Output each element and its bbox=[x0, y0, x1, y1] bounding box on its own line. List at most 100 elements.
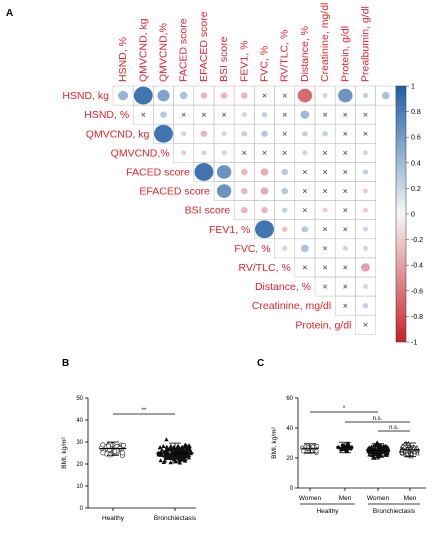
correlation-mark bbox=[261, 112, 268, 118]
correlation-mark bbox=[201, 150, 207, 156]
correlation-mark bbox=[255, 220, 274, 239]
data-point bbox=[159, 447, 165, 452]
data-point bbox=[186, 455, 192, 460]
correlation-mark bbox=[362, 169, 369, 175]
correlation-mark bbox=[322, 93, 328, 99]
nonsignificant-mark bbox=[343, 227, 348, 232]
bmi-by-sex-plot: 0 20 40 60 BMI, kg/m² Women Men Women Men * n.s. n.… bbox=[271, 396, 426, 515]
correlation-mark bbox=[261, 130, 268, 137]
data-point bbox=[182, 458, 188, 463]
colorbar-tick-label: -0.4 bbox=[411, 263, 423, 270]
data-point bbox=[379, 446, 384, 450]
data-point bbox=[100, 450, 106, 456]
y-tick-label: 40 bbox=[76, 418, 83, 424]
correlation-mark bbox=[181, 131, 187, 137]
data-point bbox=[373, 456, 377, 460]
column-label: FACED score bbox=[178, 18, 190, 82]
data-point bbox=[105, 443, 111, 449]
correlation-mark bbox=[241, 131, 248, 137]
nonsignificant-mark bbox=[323, 227, 328, 232]
data-point bbox=[176, 449, 181, 454]
correlation-mark bbox=[362, 303, 369, 309]
correlation-mark bbox=[179, 91, 188, 100]
data-point bbox=[164, 444, 169, 449]
column-label: HSND, % bbox=[117, 37, 129, 82]
correlation-mark bbox=[281, 187, 289, 195]
data-point bbox=[384, 453, 389, 457]
nonsignificant-mark bbox=[323, 189, 328, 194]
data-point bbox=[382, 453, 387, 457]
nonsignificant-mark bbox=[343, 131, 348, 136]
colorbar-tick-label: 1 bbox=[411, 84, 415, 91]
nonsignificant-mark bbox=[363, 322, 368, 327]
correlation-mark bbox=[240, 168, 248, 176]
correlation-mark bbox=[342, 245, 348, 251]
row-label: HSND, % bbox=[84, 109, 129, 121]
data-point bbox=[186, 443, 192, 448]
nonsignificant-mark bbox=[323, 150, 328, 155]
row-label: QMVCND, kg bbox=[86, 128, 150, 140]
correlation-mark bbox=[338, 88, 353, 103]
significance-label: n.s. bbox=[373, 416, 383, 422]
group-label: Healthy bbox=[316, 508, 339, 515]
correlation-mark bbox=[157, 89, 170, 102]
nonsignificant-mark bbox=[343, 169, 348, 174]
nonsignificant-mark bbox=[302, 265, 307, 270]
colorbar-gradient bbox=[395, 85, 407, 343]
nonsignificant-mark bbox=[262, 93, 267, 98]
correlation-mark bbox=[160, 111, 167, 118]
column-label: Protein, g/dl bbox=[339, 26, 351, 82]
correlation-mark bbox=[194, 163, 214, 181]
colorbar-tick-label: 0.8 bbox=[411, 109, 421, 116]
nonsignificant-mark bbox=[242, 150, 247, 155]
correlation-mark bbox=[154, 124, 173, 143]
data-point bbox=[399, 450, 405, 455]
correlation-mark bbox=[322, 207, 328, 213]
nonsignificant-mark bbox=[201, 112, 206, 117]
y-tick-label: 40 bbox=[286, 426, 293, 432]
correlation-mark bbox=[297, 88, 313, 103]
data-point bbox=[375, 440, 380, 444]
nonsignificant-mark bbox=[363, 131, 368, 136]
data-point bbox=[384, 444, 389, 449]
data-point bbox=[377, 450, 382, 455]
nonsignificant-mark bbox=[302, 169, 307, 174]
nonsignificant-mark bbox=[323, 169, 328, 174]
data-point bbox=[121, 442, 127, 448]
column-label: FEV1, % bbox=[238, 41, 250, 82]
correlation-mark bbox=[302, 131, 308, 137]
y-tick-label: 20 bbox=[286, 456, 293, 462]
nonsignificant-mark bbox=[343, 265, 348, 270]
correlation-mark bbox=[281, 168, 289, 176]
correlation-mark bbox=[300, 110, 310, 119]
significance-label: * bbox=[343, 406, 346, 412]
nonsignificant-mark bbox=[181, 112, 186, 117]
row-label: BSI score bbox=[185, 205, 231, 217]
correlation-mark bbox=[281, 207, 288, 213]
data-point bbox=[371, 443, 376, 447]
data-point bbox=[371, 452, 375, 456]
correlation-mark bbox=[363, 188, 368, 194]
row-label: FVC, % bbox=[234, 243, 270, 255]
significance-label: n.s. bbox=[389, 425, 399, 431]
data-point bbox=[164, 437, 169, 442]
group-label: Bronchiectasis bbox=[373, 508, 416, 515]
column-label: FVC, % bbox=[259, 46, 271, 82]
correlation-mark bbox=[240, 92, 248, 99]
correlation-mark bbox=[381, 91, 390, 100]
correlation-mark bbox=[240, 187, 248, 195]
data-point bbox=[168, 455, 173, 460]
colorbar: 1 0.8 0.6 0.4 0.2 0 -0.2 -0.4 -0.6 -0.8 -1 bbox=[395, 84, 423, 347]
correlation-mark bbox=[301, 226, 309, 233]
nonsignificant-mark bbox=[343, 303, 348, 308]
y-axis-label: BMI, kg/m² bbox=[61, 436, 68, 468]
colorbar-tick-label: 0.4 bbox=[411, 160, 421, 167]
nonsignificant-mark bbox=[343, 112, 348, 117]
column-label: Distance, % bbox=[299, 26, 311, 82]
colorbar-tick-label: -1 bbox=[411, 340, 417, 347]
correlation-mark bbox=[361, 263, 370, 272]
correlation-mark bbox=[281, 226, 288, 232]
y-tick-label: 20 bbox=[76, 462, 83, 468]
data-point bbox=[157, 445, 163, 450]
